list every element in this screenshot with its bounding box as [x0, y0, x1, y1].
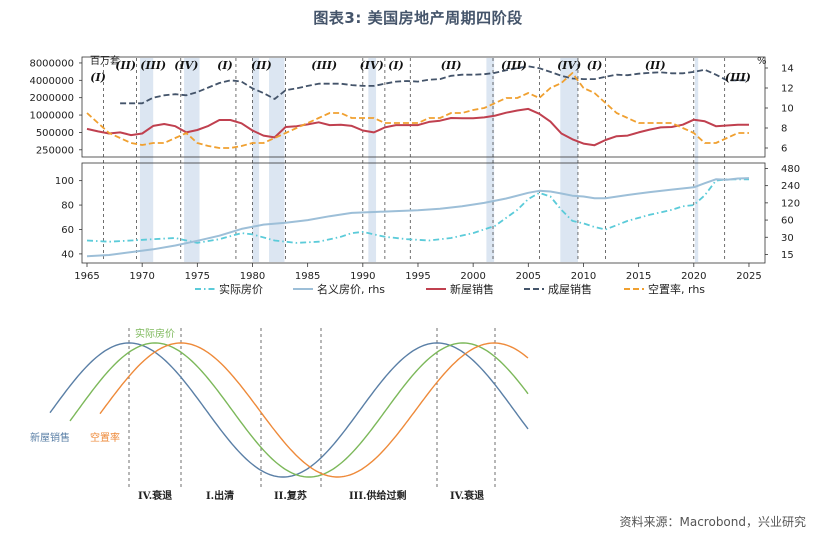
cycle-schematic: 实际房价 新屋销售 空置率 IV.衰退 I.出清 II.复苏 III.供给过剩 …: [30, 327, 529, 502]
phase-label: (IV): [557, 59, 581, 72]
phase-label: (III): [725, 71, 751, 84]
top-left-tick-label: 250000: [36, 145, 74, 156]
phase-label: (II): [251, 59, 272, 72]
phase-label: (II): [441, 59, 462, 72]
schematic-stage-5: IV.衰退: [450, 489, 484, 502]
schematic-real-price-curve: [69, 342, 529, 478]
top-left-tick-label: 2000000: [29, 93, 74, 104]
bottom-left-tick-label: 80: [61, 201, 74, 212]
legend-label-nominal-price: 名义房价, rhs: [317, 282, 385, 296]
top-right-tick-label: 12: [781, 84, 794, 95]
phase-labels: (I) (II) (III) (IV) (I) (II) (III) (IV) (I) (II) (…: [90, 59, 751, 84]
phase-label: (II): [115, 59, 136, 72]
bottom-left-tick-label: 100: [55, 176, 74, 187]
shade-band-3: [269, 58, 285, 262]
bottom-panel-axes: 40 60 80 100 15 30 60 120 240 480 1965 1970 1975 1980…: [55, 164, 800, 282]
phase-label: (I): [587, 59, 603, 72]
shade-band-1: [184, 58, 200, 262]
phase-label: (III): [140, 59, 166, 72]
x-tick-label: 2000: [460, 271, 485, 282]
phase-label: (II): [645, 59, 666, 72]
top-left-tick-label: 8000000: [29, 58, 74, 69]
top-right-tick-label: 8: [781, 124, 787, 135]
top-right-tick-label: 6: [781, 144, 787, 155]
top-right-unit-label: %: [757, 56, 767, 67]
series-line-vacancy: [86, 72, 749, 149]
top-right-tick-label: 14: [781, 64, 794, 75]
phase-label: (I): [217, 59, 233, 72]
legend: 实际房价 名义房价, rhs 新屋销售 成屋销售 空置率, rhs: [195, 282, 705, 296]
schematic-vacancy-label: 空置率: [90, 431, 120, 444]
bottom-panel-series: [86, 177, 750, 258]
schematic-vacancy-curve: [99, 342, 529, 478]
schematic-real-price-label: 实际房价: [135, 327, 175, 340]
phase-label: (III): [501, 59, 527, 72]
schematic-stage-3: II.复苏: [274, 489, 307, 502]
x-tick-label: 2010: [571, 271, 596, 282]
phase-label: (I): [388, 59, 404, 72]
bottom-right-tick-label: 60: [781, 216, 794, 227]
series-line-real-price: [86, 178, 749, 244]
series-line-existing-sales: [120, 65, 749, 105]
bottom-right-tick-label: 15: [781, 250, 794, 261]
top-left-tick-label: 4000000: [29, 76, 74, 87]
x-tick-label: 1995: [405, 271, 430, 282]
phase-label: (III): [311, 59, 337, 72]
shade-band-4: [368, 58, 377, 262]
schematic-new-sales-label: 新屋销售: [30, 431, 70, 444]
shade-band-2: [252, 58, 260, 262]
legend-label-real-price: 实际房价: [219, 282, 263, 296]
bottom-right-tick-label: 240: [781, 181, 800, 192]
schematic-new-sales-curve: [49, 342, 529, 478]
bottom-left-tick-label: 60: [61, 225, 74, 236]
top-panel-axes: 250000 500000 1000000 2000000 4000000 8000000…: [29, 58, 793, 156]
x-tick-label: 1985: [295, 271, 320, 282]
shade-band-5: [486, 58, 495, 262]
schematic-stage-1: IV.衰退: [138, 489, 172, 502]
top-panel-frame: [81, 56, 766, 158]
shade-band-0: [139, 58, 154, 262]
shade-band-7: [694, 58, 699, 262]
bottom-right-tick-label: 120: [781, 198, 800, 209]
bottom-right-tick-label: 480: [781, 164, 800, 175]
phase-label: (IV): [174, 59, 198, 72]
phase-label: (IV): [360, 59, 384, 72]
x-tick-label: 2015: [626, 271, 651, 282]
phase-label: (I): [90, 71, 106, 84]
recession-shading: [139, 58, 699, 262]
top-left-tick-label: 500000: [36, 128, 74, 139]
legend-label-existing-sales: 成屋销售: [548, 282, 592, 296]
top-left-tick-label: 1000000: [29, 111, 74, 122]
schematic-stage-2: I.出清: [206, 489, 234, 502]
bottom-left-tick-label: 40: [61, 249, 74, 260]
bottom-right-tick-label: 30: [781, 233, 794, 244]
x-tick-label: 1970: [129, 271, 154, 282]
legend-label-vacancy: 空置率, rhs: [648, 282, 705, 296]
source-note: 资料来源：Macrobond，兴业研究: [619, 515, 807, 529]
schematic-divider-lines: [128, 328, 496, 490]
x-tick-label: 1990: [350, 271, 375, 282]
legend-label-new-sales: 新屋销售: [450, 282, 494, 296]
figure-title: 图表3: 美国房地产周期四阶段: [313, 9, 523, 27]
shade-band-6: [560, 58, 578, 262]
top-right-tick-label: 10: [781, 104, 794, 115]
x-tick-label: 1975: [185, 271, 210, 282]
bottom-panel-frame: [81, 162, 766, 264]
cycle-divider-lines: [103, 58, 726, 262]
top-left-unit-label: 百万套: [90, 54, 120, 67]
x-tick-label: 2025: [736, 271, 761, 282]
top-panel-series: [86, 65, 749, 149]
x-tick-label: 1965: [74, 271, 99, 282]
schematic-stage-4: III.供给过剩: [349, 489, 407, 502]
series-line-nominal-price: [86, 177, 750, 258]
x-tick-label: 2005: [516, 271, 541, 282]
series-line-new-sales: [86, 107, 749, 147]
x-tick-label: 1980: [240, 271, 265, 282]
x-tick-label: 2020: [681, 271, 706, 282]
